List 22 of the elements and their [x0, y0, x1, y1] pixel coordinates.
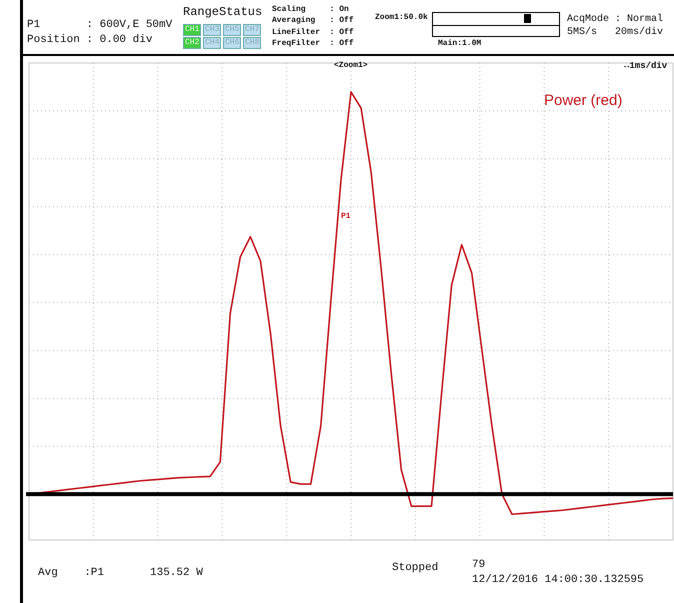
text: Averaging : Off	[272, 16, 354, 25]
text: 5MS/s 20ms/div	[567, 27, 664, 38]
text: P1 : 600V,E 50mV	[27, 19, 172, 31]
text: <Zoom1>	[334, 61, 368, 70]
text: CH1	[183, 24, 202, 36]
text: CH2	[183, 37, 202, 49]
text: 12/12/2016 14:00:30.132595	[472, 574, 644, 586]
text: Zoom1:50.0k	[375, 13, 428, 22]
text: FreqFilter : Off	[272, 39, 354, 48]
annotation: P1	[341, 212, 351, 221]
text: Position : 0.00 div	[27, 34, 152, 46]
text: Power (red)	[544, 92, 622, 110]
text: LineFilter : Off	[272, 28, 354, 37]
text: Scaling : On	[272, 5, 349, 14]
text: ↔1ms/div	[624, 61, 668, 71]
text: AcqMode : Normal	[567, 14, 664, 25]
text: Stopped	[392, 562, 438, 574]
text: Main:1.0M	[438, 39, 482, 48]
text: Avg :P1	[38, 567, 104, 579]
text: RangeStatus	[183, 5, 262, 19]
text: 135.52 W	[150, 567, 203, 579]
text: 79	[472, 559, 486, 571]
